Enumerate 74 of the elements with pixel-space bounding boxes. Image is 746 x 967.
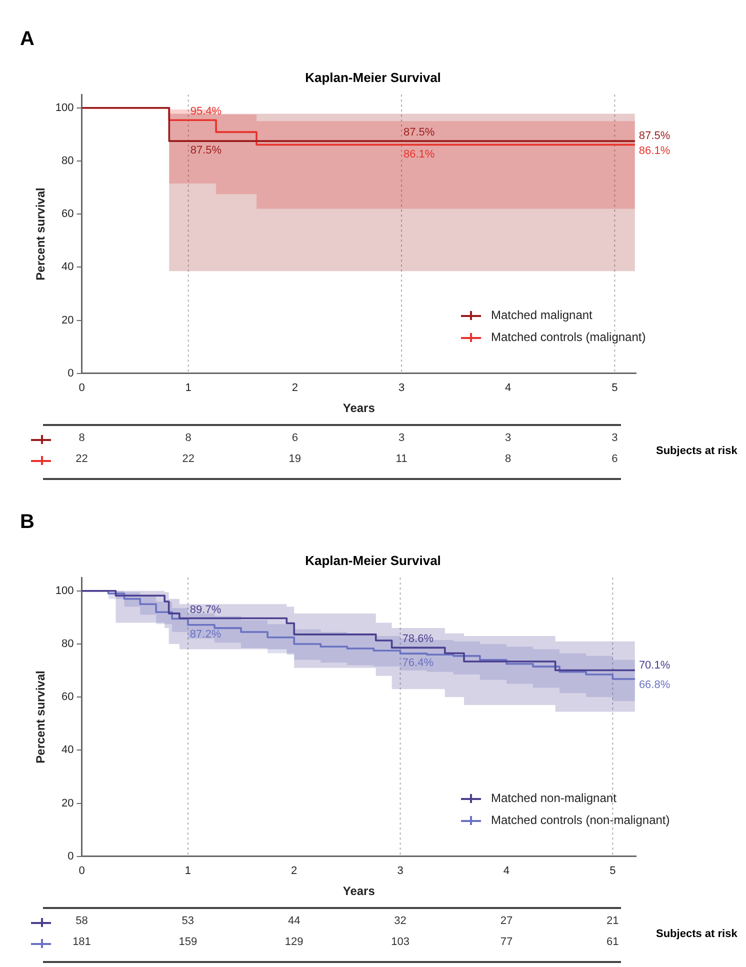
- text: 58: [74, 915, 89, 927]
- x-tick-label: 3: [398, 382, 405, 394]
- y-tick-label: 40: [62, 744, 74, 756]
- annotation: 70.1%: [638, 659, 670, 672]
- text: A: [20, 28, 34, 51]
- x-tick-label: 5: [610, 865, 616, 878]
- text: 44: [286, 915, 302, 927]
- text: 129: [284, 936, 304, 948]
- annotation: 86.1%: [404, 148, 435, 160]
- x-tick-label: 4: [505, 382, 512, 394]
- text: 6: [610, 453, 619, 465]
- annotation: 89.7%: [190, 604, 222, 616]
- y-tick-label: 80: [62, 638, 74, 650]
- text: 159: [178, 936, 198, 948]
- y-tick-label: 60: [62, 691, 74, 704]
- text: 22: [181, 453, 196, 465]
- legend-label: Matched controls (malignant): [491, 330, 646, 344]
- y-tick-label: 20: [62, 314, 74, 326]
- annotation: 66.8%: [638, 679, 670, 692]
- x-tick-label: 0: [78, 382, 85, 394]
- chart-title: Kaplan-Meier Survival: [304, 553, 442, 568]
- text: 19: [288, 453, 302, 465]
- annotation: 87.5%: [638, 130, 670, 142]
- y-tick-label: 40: [62, 261, 74, 274]
- x-tick-label: 2: [292, 382, 298, 394]
- x-axis-title: Years: [342, 401, 376, 416]
- x-tick-label: 5: [612, 382, 618, 394]
- text: 6: [290, 432, 299, 444]
- text: 181: [72, 936, 92, 948]
- annotation: 76.4%: [402, 657, 434, 670]
- y-tick-label: 60: [62, 208, 74, 220]
- text: 32: [393, 915, 408, 927]
- text: 22: [74, 453, 89, 465]
- x-tick-label: 4: [503, 865, 510, 878]
- annotation: 87.2%: [190, 628, 222, 640]
- y-tick-label: 20: [62, 797, 74, 810]
- legend-label: Matched non-malignant: [491, 791, 616, 806]
- y-axis-title: Percent survival: [34, 188, 48, 280]
- x-tick-label: 3: [397, 865, 404, 878]
- text: 53: [180, 915, 196, 927]
- y-tick-label: 100: [55, 102, 74, 114]
- annotation: 78.6%: [402, 633, 434, 646]
- text: 77: [499, 936, 514, 948]
- x-axis-title: Years: [342, 884, 376, 898]
- text: 11: [394, 453, 408, 465]
- legend-label: Matched controls (non-malignant): [491, 813, 670, 828]
- x-tick-label: 1: [185, 382, 192, 394]
- text: 8: [78, 432, 86, 444]
- text: 21: [606, 915, 620, 927]
- x-tick-label: 0: [78, 865, 85, 878]
- annotation: 87.5%: [190, 144, 222, 157]
- text: 27: [499, 915, 514, 927]
- chart-title: Kaplan-Meier Survival: [304, 70, 442, 85]
- text: 3: [610, 432, 619, 444]
- annotation: 87.5%: [404, 126, 435, 139]
- x-tick-label: 2: [291, 865, 298, 878]
- text: B: [20, 511, 34, 534]
- text: 8: [184, 432, 192, 444]
- text: 8: [504, 453, 512, 465]
- text: Subjects at risk: [656, 444, 738, 456]
- y-tick-label: 100: [55, 584, 74, 597]
- annotation: 95.4%: [190, 106, 222, 118]
- text: Subjects at risk: [656, 928, 738, 940]
- text: 103: [390, 936, 410, 948]
- y-tick-label: 0: [68, 367, 74, 380]
- y-tick-label: 0: [68, 850, 74, 862]
- legend-label: Matched malignant: [491, 308, 592, 322]
- x-tick-label: 1: [184, 865, 191, 878]
- text: 3: [397, 432, 406, 444]
- text: 61: [606, 936, 620, 948]
- annotation: 86.1%: [638, 144, 670, 157]
- y-tick-label: 80: [62, 155, 74, 168]
- text: 3: [504, 432, 512, 444]
- y-axis-title: Percent survival: [34, 670, 48, 764]
